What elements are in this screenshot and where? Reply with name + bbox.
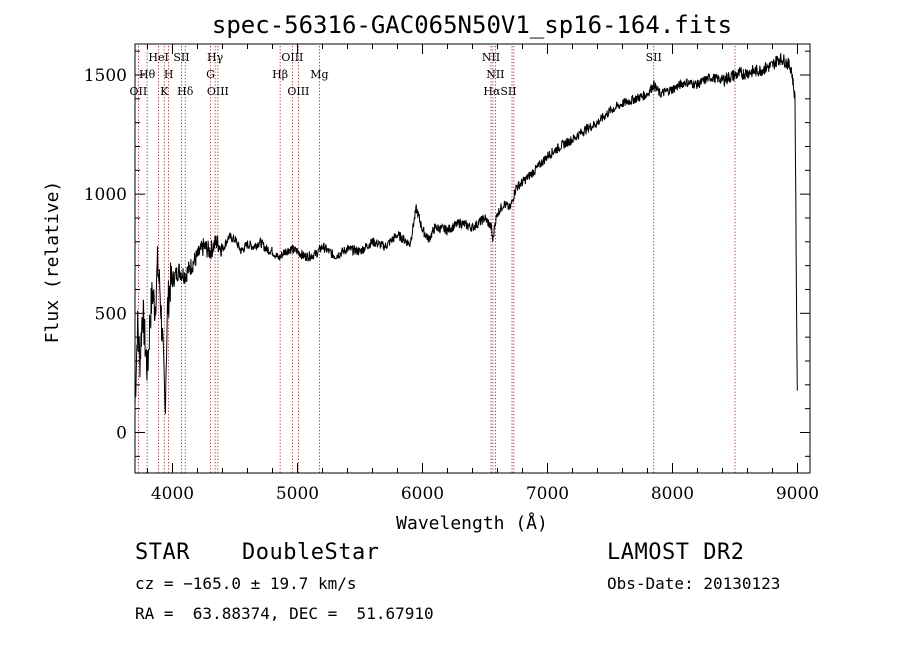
line-label: Mg xyxy=(310,68,328,81)
y-tick-label: 500 xyxy=(95,304,127,324)
line-label: Hδ xyxy=(177,85,194,98)
y-tick-label: 0 xyxy=(116,423,127,443)
spectral-line-markers xyxy=(137,46,736,473)
line-label: K xyxy=(160,85,169,98)
x-tick-label: 5000 xyxy=(276,484,319,504)
x-axis-label: Wavelength (Å) xyxy=(396,512,548,534)
x-tick-label: 8000 xyxy=(651,484,694,504)
y-axis-label: Flux (relative) xyxy=(42,181,63,344)
line-label: Hθ xyxy=(139,68,156,81)
plot-frame xyxy=(134,43,811,474)
obs-date: Obs-Date: 20130123 xyxy=(607,574,781,593)
y-tick-label: 1500 xyxy=(84,66,127,86)
line-label: OIII xyxy=(207,85,229,98)
line-label: SII xyxy=(173,51,189,64)
line-label: SII xyxy=(646,51,662,64)
line-label: Hβ xyxy=(272,68,288,81)
line-label: OIII xyxy=(281,51,303,64)
x-tick-label: 6000 xyxy=(401,484,444,504)
survey-label: LAMOST DR2 xyxy=(607,540,745,565)
redshift-value: cz = −165.0 ± 19.7 km/s xyxy=(135,574,357,593)
subclass-label: DoubleStar xyxy=(242,540,380,565)
chart-title: spec-56316-GAC065N50V1_sp16-164.fits xyxy=(212,11,732,39)
line-label: OII xyxy=(130,85,148,98)
y-tick-label: 1000 xyxy=(84,185,127,205)
x-tick-label: 7000 xyxy=(526,484,569,504)
line-label: H xyxy=(164,68,174,81)
spectral-line-labels: HeI SII Hγ OIII NII SII Hθ H G Hβ Mg NII OII K Hδ OIII O… xyxy=(130,51,662,98)
line-label: NII xyxy=(486,68,504,81)
x-axis-ticks: 4000 5000 6000 7000 8000 9000 xyxy=(147,44,819,504)
y-axis-ticks: 0 500 1000 1500 xyxy=(84,50,810,457)
line-label: OIII xyxy=(287,85,309,98)
ra-dec: RA = 63.88374, DEC = 51.67910 xyxy=(135,604,434,623)
class-label: STAR xyxy=(135,540,190,565)
line-label: NII xyxy=(482,51,500,64)
spectrum-line xyxy=(134,53,798,415)
line-label: HeI xyxy=(148,51,168,64)
line-label: Hγ xyxy=(207,51,224,64)
x-tick-label: 9000 xyxy=(776,484,819,504)
x-tick-label: 4000 xyxy=(151,484,194,504)
line-label: HαSII xyxy=(483,85,516,98)
line-label: G xyxy=(206,68,215,81)
